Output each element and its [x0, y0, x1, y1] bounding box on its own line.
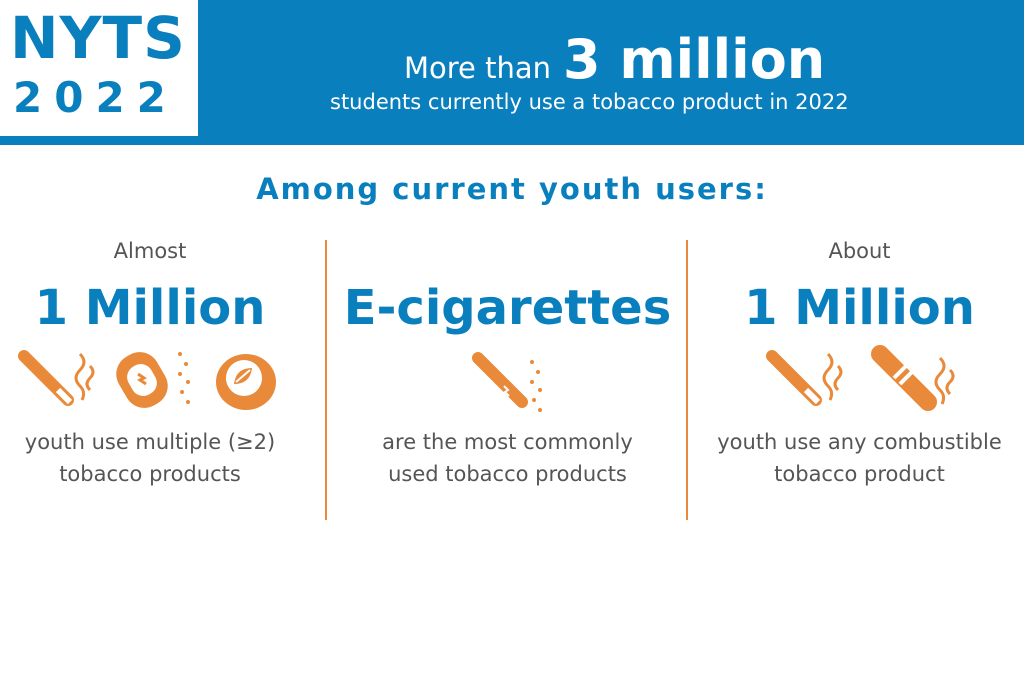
column-combustible: About 1 Million	[695, 236, 1024, 338]
headline: More than 3 million	[404, 28, 825, 91]
logo: NYTS 2022	[0, 0, 198, 136]
column-qualifier	[330, 236, 685, 266]
e-cigarette-icon	[472, 352, 542, 412]
column-description-line2: tobacco product	[774, 462, 945, 486]
headline-subtext: students currently use a tobacco product…	[330, 90, 849, 114]
column-description-line2: tobacco products	[59, 462, 241, 486]
column-qualifier: Almost	[113, 239, 187, 263]
column-1-description: youth use multiple (≥2) tobacco products	[0, 426, 300, 490]
smokeless-tin-icon	[216, 354, 276, 410]
column-divider	[325, 240, 327, 520]
cigarette-icon	[766, 350, 843, 406]
column-divider	[686, 240, 688, 520]
section-title: Among current youth users:	[256, 172, 768, 206]
cigarette-icon	[18, 350, 95, 406]
column-3-icons	[764, 344, 964, 416]
logo-year: 2022	[13, 73, 178, 122]
logo-title: NYTS	[10, 4, 186, 72]
column-multiple-products: Almost 1 Million	[0, 236, 300, 338]
headline-prefix: More than	[404, 51, 552, 85]
column-2-icons	[466, 350, 556, 420]
column-figure: E-cigarettes	[343, 280, 672, 336]
column-1-icons	[18, 344, 288, 414]
column-qualifier: About	[828, 239, 891, 263]
column-figure: 1 Million	[34, 280, 266, 336]
pouch-icon	[116, 352, 190, 408]
column-3-description: youth use any combustible tobacco produc…	[695, 426, 1024, 490]
cigar-icon	[871, 345, 955, 411]
header-banner: NYTS 2022 More than 3 million students cu…	[0, 0, 1024, 145]
column-description-line1: youth use multiple (≥2)	[24, 430, 276, 454]
column-description-line1: are the most commonly	[382, 430, 633, 454]
headline-number: 3 million	[563, 28, 826, 91]
column-2-description: are the most commonly used tobacco produ…	[330, 426, 685, 490]
column-e-cigarettes: E-cigarettes	[330, 236, 685, 338]
column-description-line1: youth use any combustible	[717, 430, 1002, 454]
column-description-line2: used tobacco products	[388, 462, 627, 486]
column-figure: 1 Million	[744, 280, 975, 336]
